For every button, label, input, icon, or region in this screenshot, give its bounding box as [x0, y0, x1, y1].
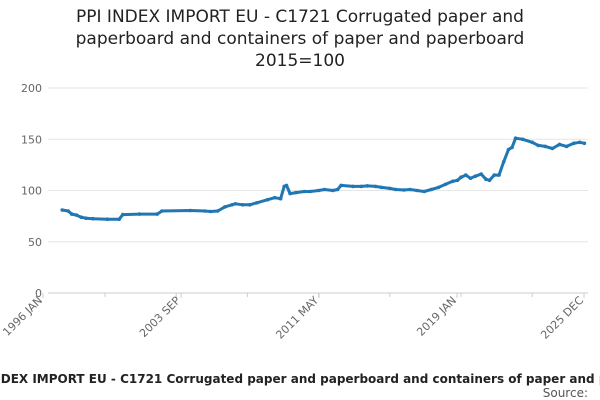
- data-point: [223, 205, 227, 209]
- data-point: [248, 203, 252, 207]
- data-point: [339, 183, 343, 188]
- data-point: [117, 217, 121, 221]
- chart-title: PPI INDEX IMPORT EU - C1721 Corrugated p…: [0, 6, 600, 72]
- source-note: Source:: [542, 386, 588, 400]
- data-point: [479, 172, 484, 176]
- data-point: [121, 212, 125, 217]
- data-point: [60, 208, 64, 212]
- x-tick-label: 1996 JAN: [0, 294, 45, 339]
- data-point: [388, 186, 392, 191]
- data-point: [455, 178, 460, 183]
- data-point: [543, 144, 548, 149]
- data-point: [316, 188, 321, 193]
- data-point: [450, 179, 455, 184]
- x-tick-label: 2025 DEC: [538, 294, 586, 342]
- data-point: [550, 146, 555, 151]
- data-point: [520, 137, 525, 142]
- grid-layer: [48, 87, 588, 243]
- data-point: [536, 143, 540, 148]
- data-point: [302, 189, 307, 194]
- data-point: [359, 184, 364, 189]
- data-point: [408, 187, 412, 192]
- data-point: [278, 196, 283, 201]
- y-tick-label: 50: [28, 236, 42, 249]
- data-point: [468, 176, 473, 180]
- data-point: [137, 212, 142, 216]
- data-point: [572, 141, 576, 146]
- data-point: [443, 182, 448, 187]
- data-point: [402, 188, 406, 192]
- data-point: [66, 209, 70, 213]
- y-tick-label: 150: [21, 133, 42, 146]
- data-point: [74, 213, 79, 217]
- x-tick-label: 2019 JAN: [414, 294, 459, 339]
- data-point: [351, 184, 355, 189]
- data-point: [79, 215, 83, 219]
- x-tick-label: 2003 SEP: [137, 294, 183, 340]
- data-point: [501, 160, 506, 164]
- data-point: [188, 208, 193, 213]
- chart-title-line-1: PPI INDEX IMPORT EU - C1721 Corrugated p…: [76, 7, 524, 27]
- data-point: [265, 197, 270, 202]
- data-point: [436, 185, 441, 190]
- data-point: [322, 187, 327, 192]
- data-point: [255, 201, 259, 205]
- data-point: [91, 216, 95, 221]
- y-tick-label: 100: [21, 185, 42, 198]
- data-point: [564, 144, 569, 149]
- data-point: [557, 142, 562, 147]
- data-point: [506, 147, 511, 152]
- data-point: [429, 187, 434, 192]
- data-point: [464, 173, 468, 177]
- data-point: [105, 217, 110, 221]
- data-point: [473, 174, 478, 178]
- data-point: [393, 187, 398, 192]
- y-tick-label: 0: [35, 287, 42, 300]
- data-point: [487, 178, 492, 183]
- data-point: [230, 203, 234, 207]
- chart-title-line-3: 2015=100: [255, 51, 345, 71]
- data-point: [492, 173, 497, 177]
- data-point: [459, 175, 463, 179]
- data-point: [415, 188, 419, 193]
- chart-legend: PPI INDEX IMPORT EU - C1721 Corrugated p…: [0, 372, 600, 386]
- data-point: [422, 189, 427, 194]
- data-point: [331, 188, 335, 193]
- data-point: [284, 183, 289, 188]
- data-point: [497, 173, 501, 177]
- data-point: [373, 184, 378, 189]
- series-layer: [60, 136, 587, 221]
- data-point: [155, 212, 159, 216]
- axis-layer: 0 50 100 150 200 1996 JAN 2003 SEP 2011 MAY 2019…: [0, 82, 588, 342]
- data-point: [215, 209, 220, 213]
- series-line: [60, 136, 586, 221]
- y-tick-label: 200: [21, 82, 42, 95]
- data-point: [208, 209, 213, 214]
- data-point: [484, 177, 488, 181]
- data-point: [530, 140, 534, 145]
- data-point: [202, 209, 207, 213]
- data-point: [365, 184, 370, 188]
- data-point: [288, 191, 292, 196]
- data-point: [240, 203, 245, 207]
- data-point: [577, 140, 582, 145]
- data-point: [510, 145, 514, 150]
- data-point: [272, 195, 277, 200]
- data-point: [379, 185, 384, 190]
- x-tick-label: 2011 MAY: [273, 294, 321, 342]
- data-point: [513, 136, 518, 140]
- data-point: [335, 187, 340, 192]
- data-point: [308, 189, 313, 194]
- chart-title-line-2: paperboard and containers of paper and p…: [75, 29, 525, 49]
- data-point: [84, 216, 88, 220]
- data-point: [233, 202, 238, 206]
- legend-entry: PPI INDEX IMPORT EU - C1721 Corrugated p…: [0, 372, 600, 386]
- data-point: [160, 209, 164, 213]
- data-point: [294, 190, 298, 195]
- data-point: [69, 212, 74, 216]
- data-point: [582, 141, 587, 146]
